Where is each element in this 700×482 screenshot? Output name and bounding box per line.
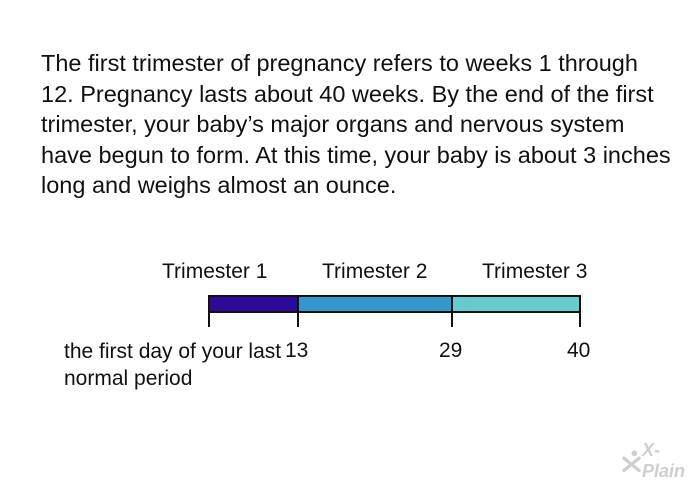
tick-label-29: 29 [439,339,463,362]
trimester-3-segment [452,296,580,312]
trimester-2-label: Trimester 2 [322,260,428,283]
trimester-1-label: Trimester 1 [162,260,268,283]
trimester-2-segment [298,296,452,312]
timeline-start-label: the first day of your last normal period [64,340,282,390]
x-plain-logo-text: X-Plain [642,440,686,481]
tick-label-40: 40 [567,339,591,362]
intro-paragraph: The first trimester of pregnancy refers … [41,50,671,198]
tick-label-13: 13 [285,339,309,362]
trimester-3-label: Trimester 3 [482,260,588,283]
x-plain-logo-icon [622,450,641,473]
trimester-1-segment [209,296,298,312]
x-plain-logo: X-Plain [622,440,700,481]
